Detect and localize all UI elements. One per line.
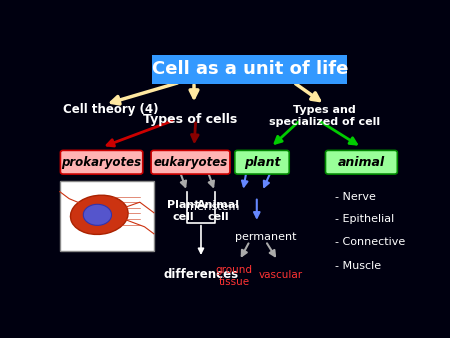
- Text: - Nerve: - Nerve: [335, 192, 376, 202]
- Text: Cell as a unit of life: Cell as a unit of life: [152, 60, 348, 78]
- Text: vascular: vascular: [259, 270, 303, 280]
- Text: prokaryotes: prokaryotes: [62, 156, 142, 169]
- Ellipse shape: [83, 204, 112, 225]
- Text: eukaryotes: eukaryotes: [153, 156, 228, 169]
- FancyBboxPatch shape: [235, 150, 289, 174]
- FancyBboxPatch shape: [151, 150, 230, 174]
- Text: Cell theory (4): Cell theory (4): [63, 103, 159, 116]
- FancyBboxPatch shape: [60, 181, 154, 251]
- Text: plant: plant: [244, 156, 280, 169]
- Text: animal: animal: [338, 156, 385, 169]
- Text: Types and
specialized of cell: Types and specialized of cell: [269, 105, 380, 127]
- Text: differences: differences: [163, 268, 238, 281]
- FancyBboxPatch shape: [325, 150, 397, 174]
- Ellipse shape: [71, 195, 128, 235]
- Text: meristem: meristem: [186, 202, 239, 212]
- Text: Types of cells: Types of cells: [144, 114, 238, 126]
- Text: - Muscle: - Muscle: [335, 261, 382, 271]
- Text: permanent: permanent: [235, 232, 296, 242]
- Text: - Epithelial: - Epithelial: [335, 214, 395, 224]
- Text: ground
tissue: ground tissue: [216, 265, 252, 287]
- Text: Animal
cell: Animal cell: [197, 200, 240, 222]
- FancyBboxPatch shape: [60, 150, 143, 174]
- Text: - Connective: - Connective: [335, 237, 405, 247]
- FancyBboxPatch shape: [152, 55, 347, 83]
- Text: Plant
cell: Plant cell: [167, 200, 200, 222]
